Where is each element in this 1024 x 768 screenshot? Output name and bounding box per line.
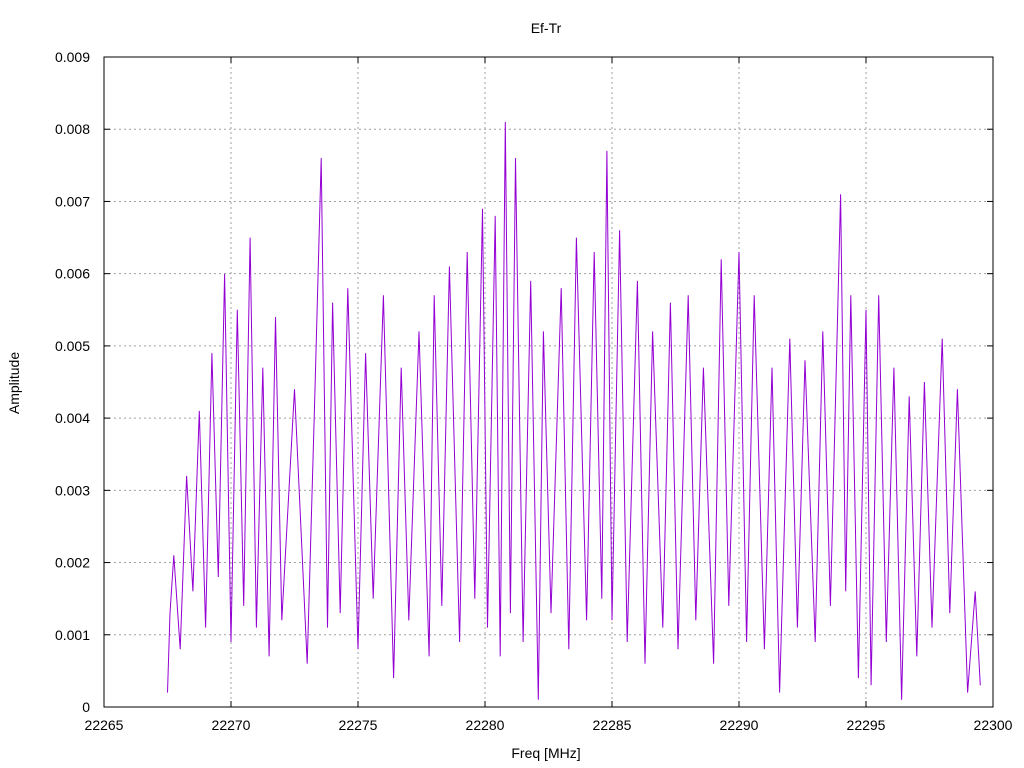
series-line [167, 121, 981, 700]
x-tick-label: 22270 [212, 717, 251, 733]
y-tick-label: 0.004 [55, 410, 90, 426]
y-tick-label: 0.005 [55, 338, 90, 354]
axis-ticks: 22265 22270 22275 22280 22285 22290 22295 22300… [55, 49, 1013, 733]
x-tick-label: 22295 [847, 717, 886, 733]
x-tick-label: 22290 [720, 717, 759, 733]
y-tick-label: 0.003 [55, 482, 90, 498]
x-axis-label: Freq [MHz] [511, 745, 580, 761]
x-tick-label: 22285 [593, 717, 632, 733]
x-tick-label: 22275 [339, 717, 378, 733]
x-tick-label: 22300 [974, 717, 1013, 733]
y-tick-label: 0.001 [55, 627, 90, 643]
y-tick-label: 0.006 [55, 266, 90, 282]
plot-frame [103, 56, 994, 708]
series-group [167, 121, 981, 700]
y-tick-label: 0 [82, 699, 90, 715]
y-tick-label: 0.002 [55, 555, 90, 571]
x-tick-label: 22265 [85, 717, 124, 733]
x-tick-label: 22280 [466, 717, 505, 733]
y-axis-label: Amplitude [6, 352, 22, 414]
y-tick-label: 0.009 [55, 49, 90, 65]
y-tick-label: 0.008 [55, 121, 90, 137]
chart-title: Ef-Tr [531, 20, 562, 36]
y-tick-label: 0.007 [55, 193, 90, 209]
